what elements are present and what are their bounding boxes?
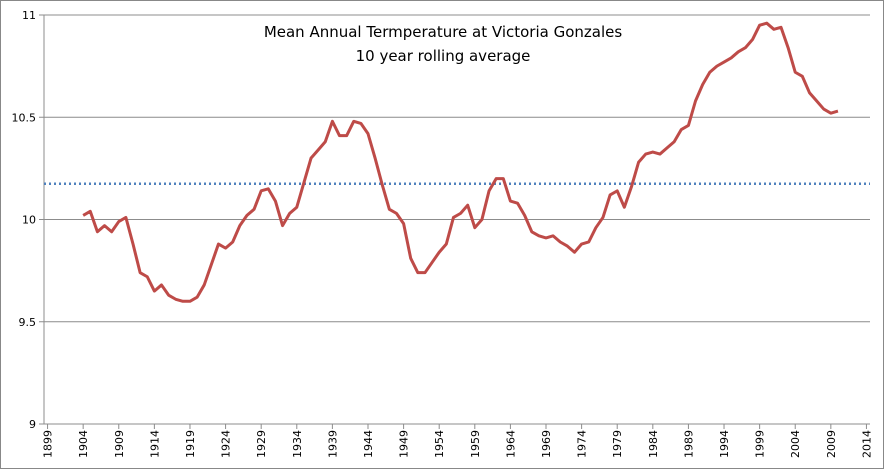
x-tick-label: 1914 — [148, 430, 161, 458]
x-tick-label: 1924 — [220, 430, 233, 458]
x-tick-label: 1939 — [326, 430, 339, 458]
x-tick-label: 1949 — [398, 430, 411, 458]
x-tick-label: 1999 — [754, 430, 767, 458]
x-tick-label: 1989 — [682, 430, 695, 458]
x-tick-label: 1944 — [362, 430, 375, 458]
series-line — [82, 21, 839, 303]
x-tick-label: 1974 — [576, 430, 589, 458]
x-tick-label: 1934 — [291, 430, 304, 458]
chart-title: Mean Annual Termperature at Victoria Gon… — [264, 23, 623, 41]
x-tick-label: 1954 — [433, 430, 446, 458]
y-tick-label: 11 — [22, 9, 36, 22]
y-tick-label: 10 — [22, 214, 36, 227]
y-tick-label: 10.5 — [12, 111, 37, 124]
x-tick-label: 2004 — [789, 430, 802, 458]
x-tick-label: 1919 — [184, 430, 197, 458]
y-tick-label: 9.5 — [19, 316, 37, 329]
y-tick-label: 9 — [29, 418, 36, 431]
x-tick-label: 1964 — [504, 430, 517, 458]
x-tick-label: 1929 — [255, 430, 268, 458]
x-tick-label: 1904 — [77, 430, 90, 458]
x-tick-label: 2009 — [825, 430, 838, 458]
x-tick-label: 1969 — [540, 430, 553, 458]
chart-subtitle: 10 year rolling average — [356, 47, 531, 65]
x-tick-label: 1984 — [647, 430, 660, 458]
x-tick-label: 1979 — [611, 430, 624, 458]
x-tick-label: 1909 — [113, 430, 126, 458]
x-tick-label: 1959 — [469, 430, 482, 458]
x-tick-label: 2014 — [860, 430, 873, 458]
x-tick-label: 1994 — [718, 430, 731, 458]
x-tick-label: 1899 — [42, 430, 55, 458]
